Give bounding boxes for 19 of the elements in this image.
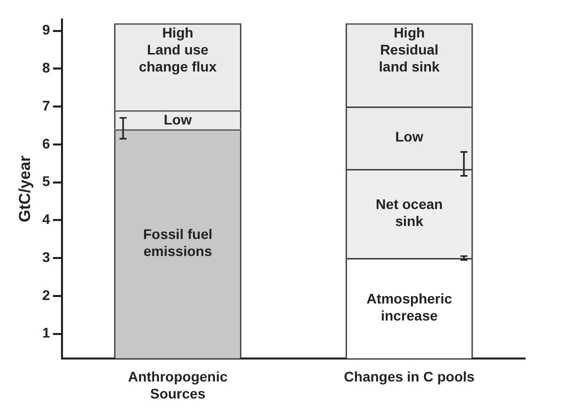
y-tick-label: 5	[42, 173, 50, 190]
series-label: Net ocean sink	[376, 196, 443, 229]
series-label: Low	[164, 112, 192, 128]
series-label: Atmospheric increase	[366, 290, 452, 324]
y-tick-label: 9	[42, 22, 50, 38]
x-tick-label: Changes in C pools	[344, 368, 475, 385]
y-tick-label: 7	[42, 97, 50, 114]
y-tick-label: 8	[42, 60, 50, 76]
y-tick-label: 1	[42, 324, 50, 341]
series-label: High Land use change flux	[138, 24, 217, 75]
y-tick-label: 4	[42, 211, 50, 228]
y-axis-title: GtC/year	[17, 156, 34, 222]
y-tick-label: 3	[42, 248, 50, 265]
y-tick-label: 6	[42, 135, 50, 152]
x-tick-label: Anthropogenic Sources	[128, 368, 228, 402]
y-tick-label: 2	[42, 286, 50, 303]
series-label: Fossil fuel emissions	[143, 226, 212, 260]
series-label: Low	[395, 128, 424, 145]
series-label: High Residual land sink	[378, 24, 440, 75]
